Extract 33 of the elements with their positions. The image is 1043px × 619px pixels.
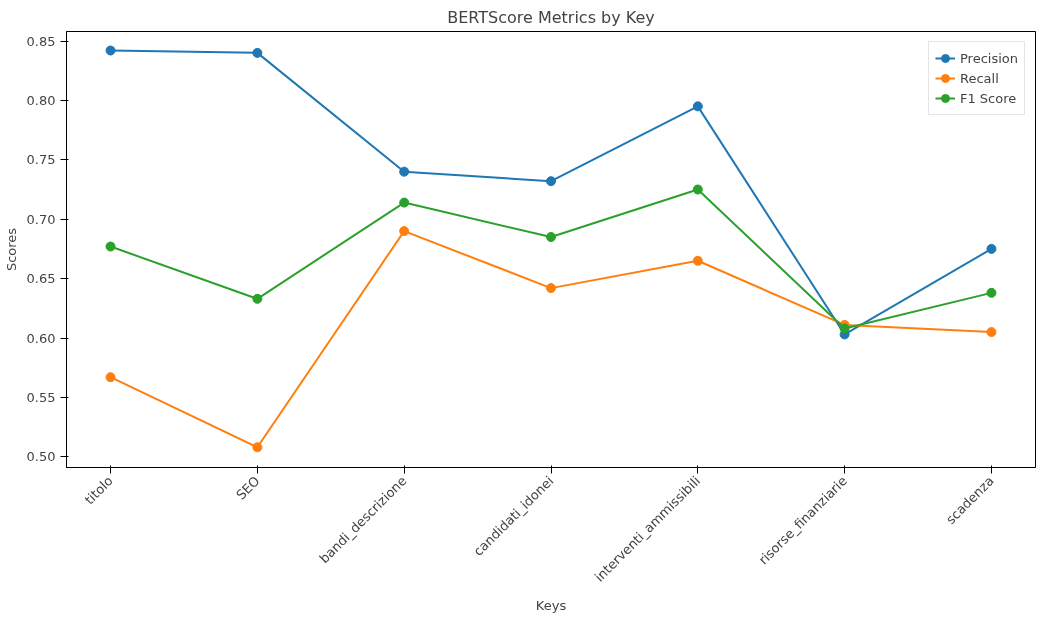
point	[986, 287, 997, 298]
x-axis-title: Keys	[535, 597, 567, 613]
y-axis-title: Scores	[3, 227, 19, 272]
point	[546, 283, 556, 294]
point	[399, 166, 410, 177]
point	[105, 45, 116, 56]
point	[839, 323, 850, 334]
y-tick-label: 0.50	[26, 449, 56, 465]
point	[105, 372, 116, 383]
y-tick-label: 0.80	[26, 92, 56, 108]
legend-label: F1 Score	[959, 90, 1017, 106]
point	[252, 293, 263, 304]
y-tick-label: 0.65	[26, 271, 56, 287]
chart-title: BERTScore Metrics by Key	[447, 7, 655, 27]
point	[252, 442, 263, 453]
point	[399, 226, 410, 237]
y-tick-label: 0.60	[26, 330, 56, 346]
point	[692, 255, 703, 266]
point	[692, 101, 703, 112]
y-tick-label: 0.75	[26, 152, 56, 168]
point	[105, 241, 116, 252]
point	[986, 327, 997, 338]
point	[546, 176, 556, 187]
point	[399, 197, 410, 208]
y-tick-label: 0.85	[26, 33, 56, 49]
point	[252, 47, 263, 58]
legend-label: Precision	[959, 50, 1018, 66]
point	[546, 232, 556, 243]
point	[692, 184, 703, 195]
point	[986, 243, 997, 254]
legend-label: Recall	[959, 70, 999, 86]
y-tick-label: 0.55	[26, 389, 56, 405]
y-tick-label: 0.70	[26, 211, 56, 227]
